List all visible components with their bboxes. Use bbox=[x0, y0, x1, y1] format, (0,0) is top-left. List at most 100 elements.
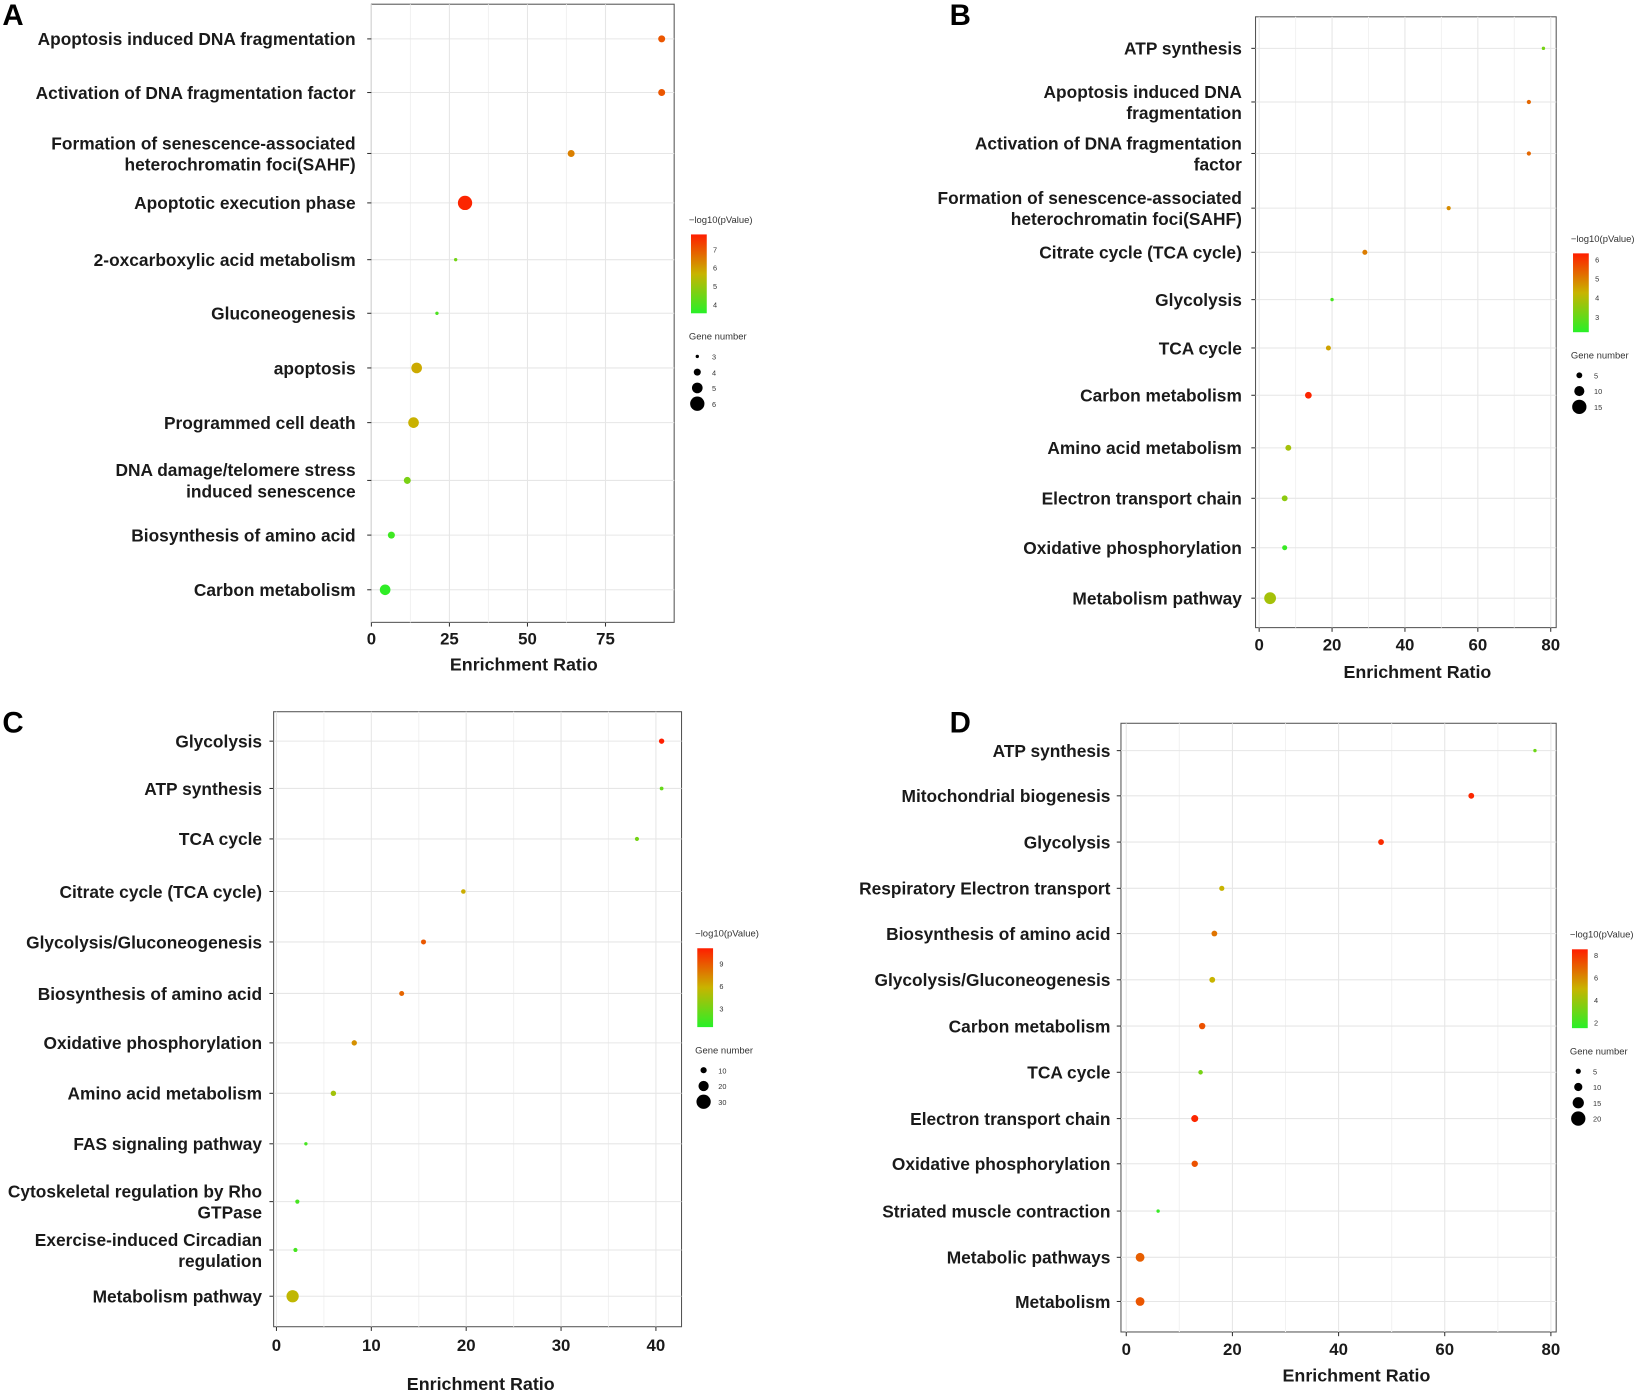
data-point bbox=[1330, 297, 1334, 302]
data-point bbox=[421, 939, 426, 945]
data-point bbox=[1198, 1070, 1203, 1075]
data-point bbox=[461, 889, 466, 894]
data-point bbox=[411, 362, 422, 374]
y-category-label: Metabolism bbox=[1015, 1292, 1110, 1312]
y-category-label: Formation of senescence-associated hetero… bbox=[938, 188, 1242, 229]
y-category-label: ATP synthesis bbox=[1124, 39, 1242, 59]
size-legend-label: 15 bbox=[1593, 1099, 1601, 1108]
label-line: Mitochondrial biogenesis bbox=[902, 786, 1111, 806]
label-line: TCA cycle bbox=[1159, 338, 1243, 358]
label-line: apoptosis bbox=[274, 358, 356, 378]
color-legend-tick: 9 bbox=[719, 959, 723, 968]
data-point bbox=[658, 89, 666, 97]
label-line: Carbon metabolism bbox=[949, 1016, 1111, 1036]
label-line: Formation of senescence-associated bbox=[51, 133, 355, 153]
data-point bbox=[659, 786, 664, 791]
label-line: heterochromatin foci(SAHF) bbox=[1011, 209, 1242, 229]
size-legend-dot bbox=[691, 382, 703, 394]
label-line: Oxidative phosphorylation bbox=[1023, 538, 1242, 558]
y-category-label: Carbon metabolism bbox=[949, 1016, 1111, 1036]
size-legend-dot bbox=[695, 354, 699, 359]
color-legend-tick: 3 bbox=[719, 1004, 723, 1013]
x-tick-label: 20 bbox=[1223, 1340, 1242, 1359]
label-line: Citrate cycle (TCA cycle) bbox=[59, 882, 262, 902]
y-category-label: Cytoskeletal regulation by Rho GTPase bbox=[8, 1181, 263, 1222]
label-line: Activation of DNA fragmentation factor bbox=[36, 83, 356, 103]
y-category-label: TCA cycle bbox=[1027, 1063, 1111, 1083]
x-tick-label: 20 bbox=[457, 1336, 476, 1355]
panel-d: D 0 20 40 60 80 Enrichment Ratio ATP synthesis M… bbox=[859, 707, 1633, 1386]
y-category-label: Apoptotic execution phase bbox=[134, 193, 356, 213]
data-point bbox=[1282, 545, 1288, 551]
y-category-label: Amino acid metabolism bbox=[1047, 438, 1242, 458]
data-point bbox=[1281, 495, 1288, 502]
label-line: Apoptosis induced DNA bbox=[1044, 82, 1243, 102]
plot-area bbox=[273, 711, 683, 1328]
size-legend-dot bbox=[696, 1094, 711, 1109]
data-point bbox=[658, 35, 666, 43]
data-point bbox=[1325, 345, 1331, 351]
x-tick-label: 80 bbox=[1541, 636, 1560, 655]
color-legend-title: −log10(pValue) bbox=[689, 215, 753, 226]
x-tick-label: 60 bbox=[1435, 1340, 1454, 1359]
label-line: Respiratory Electron transport bbox=[859, 879, 1111, 899]
label-line: Exercise-induced Circadian bbox=[35, 1230, 262, 1250]
data-point bbox=[1191, 1160, 1198, 1167]
data-point bbox=[1219, 885, 1225, 891]
y-category-label: Glycolysis/Gluconeogenesis bbox=[874, 970, 1110, 990]
color-legend-tick: 6 bbox=[1595, 255, 1599, 264]
data-point bbox=[403, 476, 411, 484]
data-point bbox=[1378, 839, 1384, 845]
label-line: TCA cycle bbox=[179, 829, 263, 849]
size-legend-title: Gene number bbox=[1570, 1046, 1628, 1057]
size-legend-dot bbox=[693, 368, 701, 376]
label-line: Biosynthesis of amino acid bbox=[131, 525, 355, 545]
label-line: 2-oxcarboxylic acid metabolism bbox=[94, 250, 356, 270]
data-point bbox=[351, 1040, 357, 1046]
color-legend-tick: 8 bbox=[1594, 951, 1598, 960]
y-category-label: DNA damage/telomere stress induced senesc… bbox=[116, 460, 356, 501]
size-legend-label: 5 bbox=[1593, 1067, 1597, 1076]
data-point bbox=[379, 584, 391, 596]
label-line: Formation of senescence-associated bbox=[938, 188, 1242, 208]
size-legend-label: 5 bbox=[712, 384, 716, 393]
y-category-label: Oxidative phosphorylation bbox=[892, 1154, 1111, 1174]
label-line: Carbon metabolism bbox=[194, 580, 356, 600]
y-category-label: Carbon metabolism bbox=[1080, 386, 1242, 406]
label-line: Metabolism pathway bbox=[1072, 588, 1242, 608]
size-legend-title: Gene number bbox=[1571, 350, 1629, 361]
data-point bbox=[286, 1290, 299, 1303]
panel-letter: B bbox=[950, 0, 971, 32]
color-legend-title: −log10(pValue) bbox=[695, 929, 759, 940]
y-category-label: Mitochondrial biogenesis bbox=[902, 786, 1111, 806]
data-point bbox=[1362, 249, 1368, 255]
x-axis-label: Enrichment Ratio bbox=[1283, 1365, 1431, 1385]
color-legend-tick: 4 bbox=[1594, 996, 1598, 1005]
label-line: Carbon metabolism bbox=[1080, 386, 1242, 406]
y-category-label: Electron transport chain bbox=[910, 1109, 1110, 1129]
data-point bbox=[453, 257, 458, 262]
label-line: Amino acid metabolism bbox=[68, 1084, 263, 1104]
label-line: Glycolysis bbox=[175, 731, 262, 751]
panel-letter: D bbox=[950, 707, 971, 740]
color-legend-tick: 4 bbox=[713, 300, 717, 309]
data-point bbox=[387, 531, 395, 539]
label-line: Oxidative phosphorylation bbox=[44, 1033, 263, 1053]
y-category-label: Citrate cycle (TCA cycle) bbox=[59, 882, 262, 902]
data-point bbox=[1446, 206, 1451, 211]
data-point bbox=[457, 195, 473, 211]
label-line: FAS signaling pathway bbox=[73, 1134, 262, 1154]
panel-letter: A bbox=[2, 0, 23, 32]
color-bar bbox=[697, 948, 714, 1028]
label-line: Striated muscle contraction bbox=[882, 1201, 1110, 1221]
y-category-label: Activation of DNA fragmentation factor bbox=[975, 133, 1242, 174]
y-category-label: Glycolysis bbox=[175, 731, 262, 751]
size-legend-label: 30 bbox=[718, 1098, 726, 1107]
label-line: Biosynthesis of amino acid bbox=[886, 924, 1110, 944]
size-legend-dot bbox=[1572, 399, 1587, 414]
size-legend-label: 3 bbox=[712, 353, 716, 362]
label-line: Glycolysis bbox=[1155, 290, 1242, 310]
label-line: factor bbox=[1194, 154, 1242, 174]
data-point bbox=[1209, 976, 1216, 983]
